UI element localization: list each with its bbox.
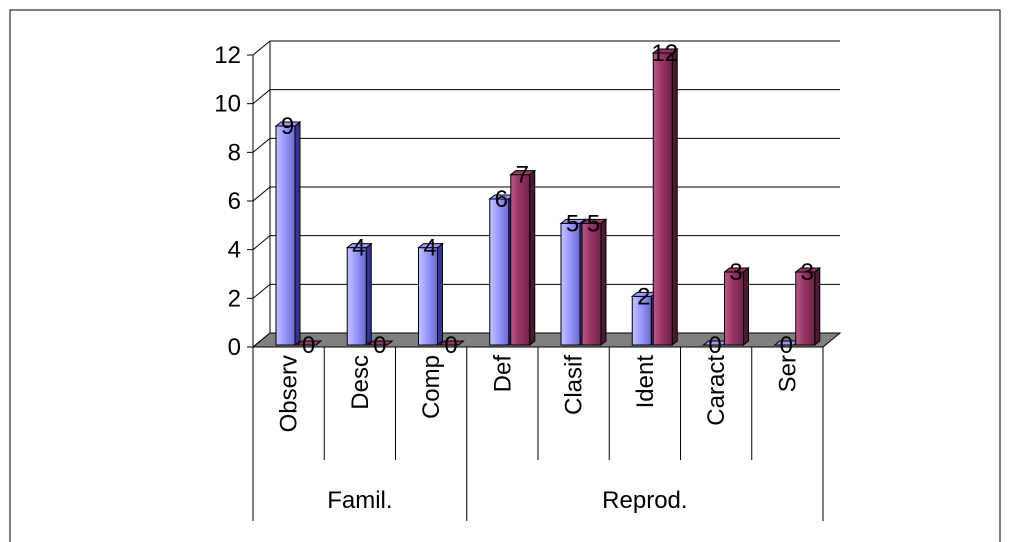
bar — [417, 242, 444, 347]
bar-front — [560, 222, 581, 346]
bar-top — [651, 48, 679, 54]
bar — [794, 266, 822, 347]
x-tick-label: Caract — [703, 355, 730, 426]
bar-top — [295, 340, 323, 346]
y-tick-label: 10 — [214, 91, 241, 118]
bar-side — [294, 120, 301, 347]
x-tick-label: Observ — [276, 355, 303, 432]
gridline-side — [252, 235, 271, 251]
data-label: 12 — [651, 40, 678, 67]
bar — [509, 169, 537, 347]
bar-front — [510, 174, 531, 346]
y-tick-label: 12 — [214, 42, 241, 69]
data-label: 9 — [281, 113, 294, 140]
data-label: 2 — [637, 283, 650, 310]
bar-top — [274, 121, 302, 127]
data-label: 6 — [495, 186, 508, 213]
bar-side — [814, 266, 821, 347]
bar-side — [600, 218, 607, 347]
bar — [345, 242, 373, 347]
data-label: 3 — [729, 259, 742, 286]
bar-side — [365, 242, 372, 347]
bars — [274, 47, 822, 347]
bar — [580, 218, 608, 347]
data-label: 4 — [423, 235, 436, 262]
bar-side — [743, 266, 749, 347]
bar — [559, 218, 587, 347]
data-label: 4 — [352, 235, 365, 262]
chart-floor — [251, 332, 842, 348]
x-tick-label: Def — [489, 355, 516, 393]
x-tick-label: Desc — [347, 355, 374, 410]
gridline-side — [252, 186, 271, 202]
bar-side — [671, 47, 678, 347]
bar-front — [489, 198, 510, 346]
bar-top — [794, 267, 822, 273]
bar-top — [509, 170, 537, 176]
y-tick-label: 8 — [228, 139, 241, 166]
bar-front — [581, 222, 602, 346]
bar-top — [580, 218, 608, 224]
bar-side — [437, 242, 443, 347]
data-label: 0 — [444, 332, 457, 359]
bar-top — [417, 243, 444, 249]
data-label: 0 — [302, 332, 315, 359]
gridline-side — [252, 40, 271, 56]
bar-top — [723, 267, 750, 273]
bar — [295, 340, 323, 346]
data-label: 5 — [587, 210, 600, 237]
bar — [723, 266, 750, 347]
y-tick-label: 0 — [228, 334, 241, 361]
x-tick-label: Comp — [418, 355, 445, 419]
y-tick-label: 2 — [228, 285, 241, 312]
bar — [274, 120, 302, 347]
x-tick-label: Clasif — [561, 355, 588, 415]
floor-plane — [251, 332, 842, 348]
bar-top — [366, 340, 394, 346]
bar-top — [345, 243, 373, 249]
gridline-side — [252, 283, 271, 299]
gridline-side — [252, 137, 271, 153]
gridline-side — [252, 89, 271, 105]
y-tick-label: 4 — [228, 237, 241, 264]
bar — [488, 193, 516, 347]
bar-side — [529, 169, 536, 347]
group-label: Famil. — [327, 487, 392, 514]
bar-top — [438, 340, 465, 346]
bar — [366, 340, 394, 346]
data-label: 3 — [801, 259, 814, 286]
bar-front — [275, 125, 296, 346]
y-tick-label: 6 — [228, 188, 241, 215]
data-label: 0 — [780, 332, 793, 359]
data-label: 0 — [708, 332, 721, 359]
data-label: 7 — [516, 162, 529, 189]
x-axis-labels: Observ Desc Comp Def Clasif Ident Caract Ser Fam… — [252, 347, 824, 521]
bar — [438, 340, 465, 346]
bar-top — [559, 218, 587, 224]
x-tick-label: Ident — [632, 355, 659, 409]
bar-front — [346, 247, 367, 346]
group-label: Reprod. — [602, 487, 687, 514]
data-label: 5 — [566, 210, 579, 237]
data-label: 0 — [373, 332, 386, 359]
bar — [651, 47, 679, 347]
bar-front — [418, 247, 438, 346]
data-labels: 9 0 4 0 4 0 67 5 5 2 12 0 3 0 3 — [281, 40, 814, 359]
y-axis-labels: 0 2 4 6 8 10 12 — [214, 42, 241, 361]
bar-front — [652, 52, 673, 346]
x-tick-label: Ser — [774, 355, 801, 392]
